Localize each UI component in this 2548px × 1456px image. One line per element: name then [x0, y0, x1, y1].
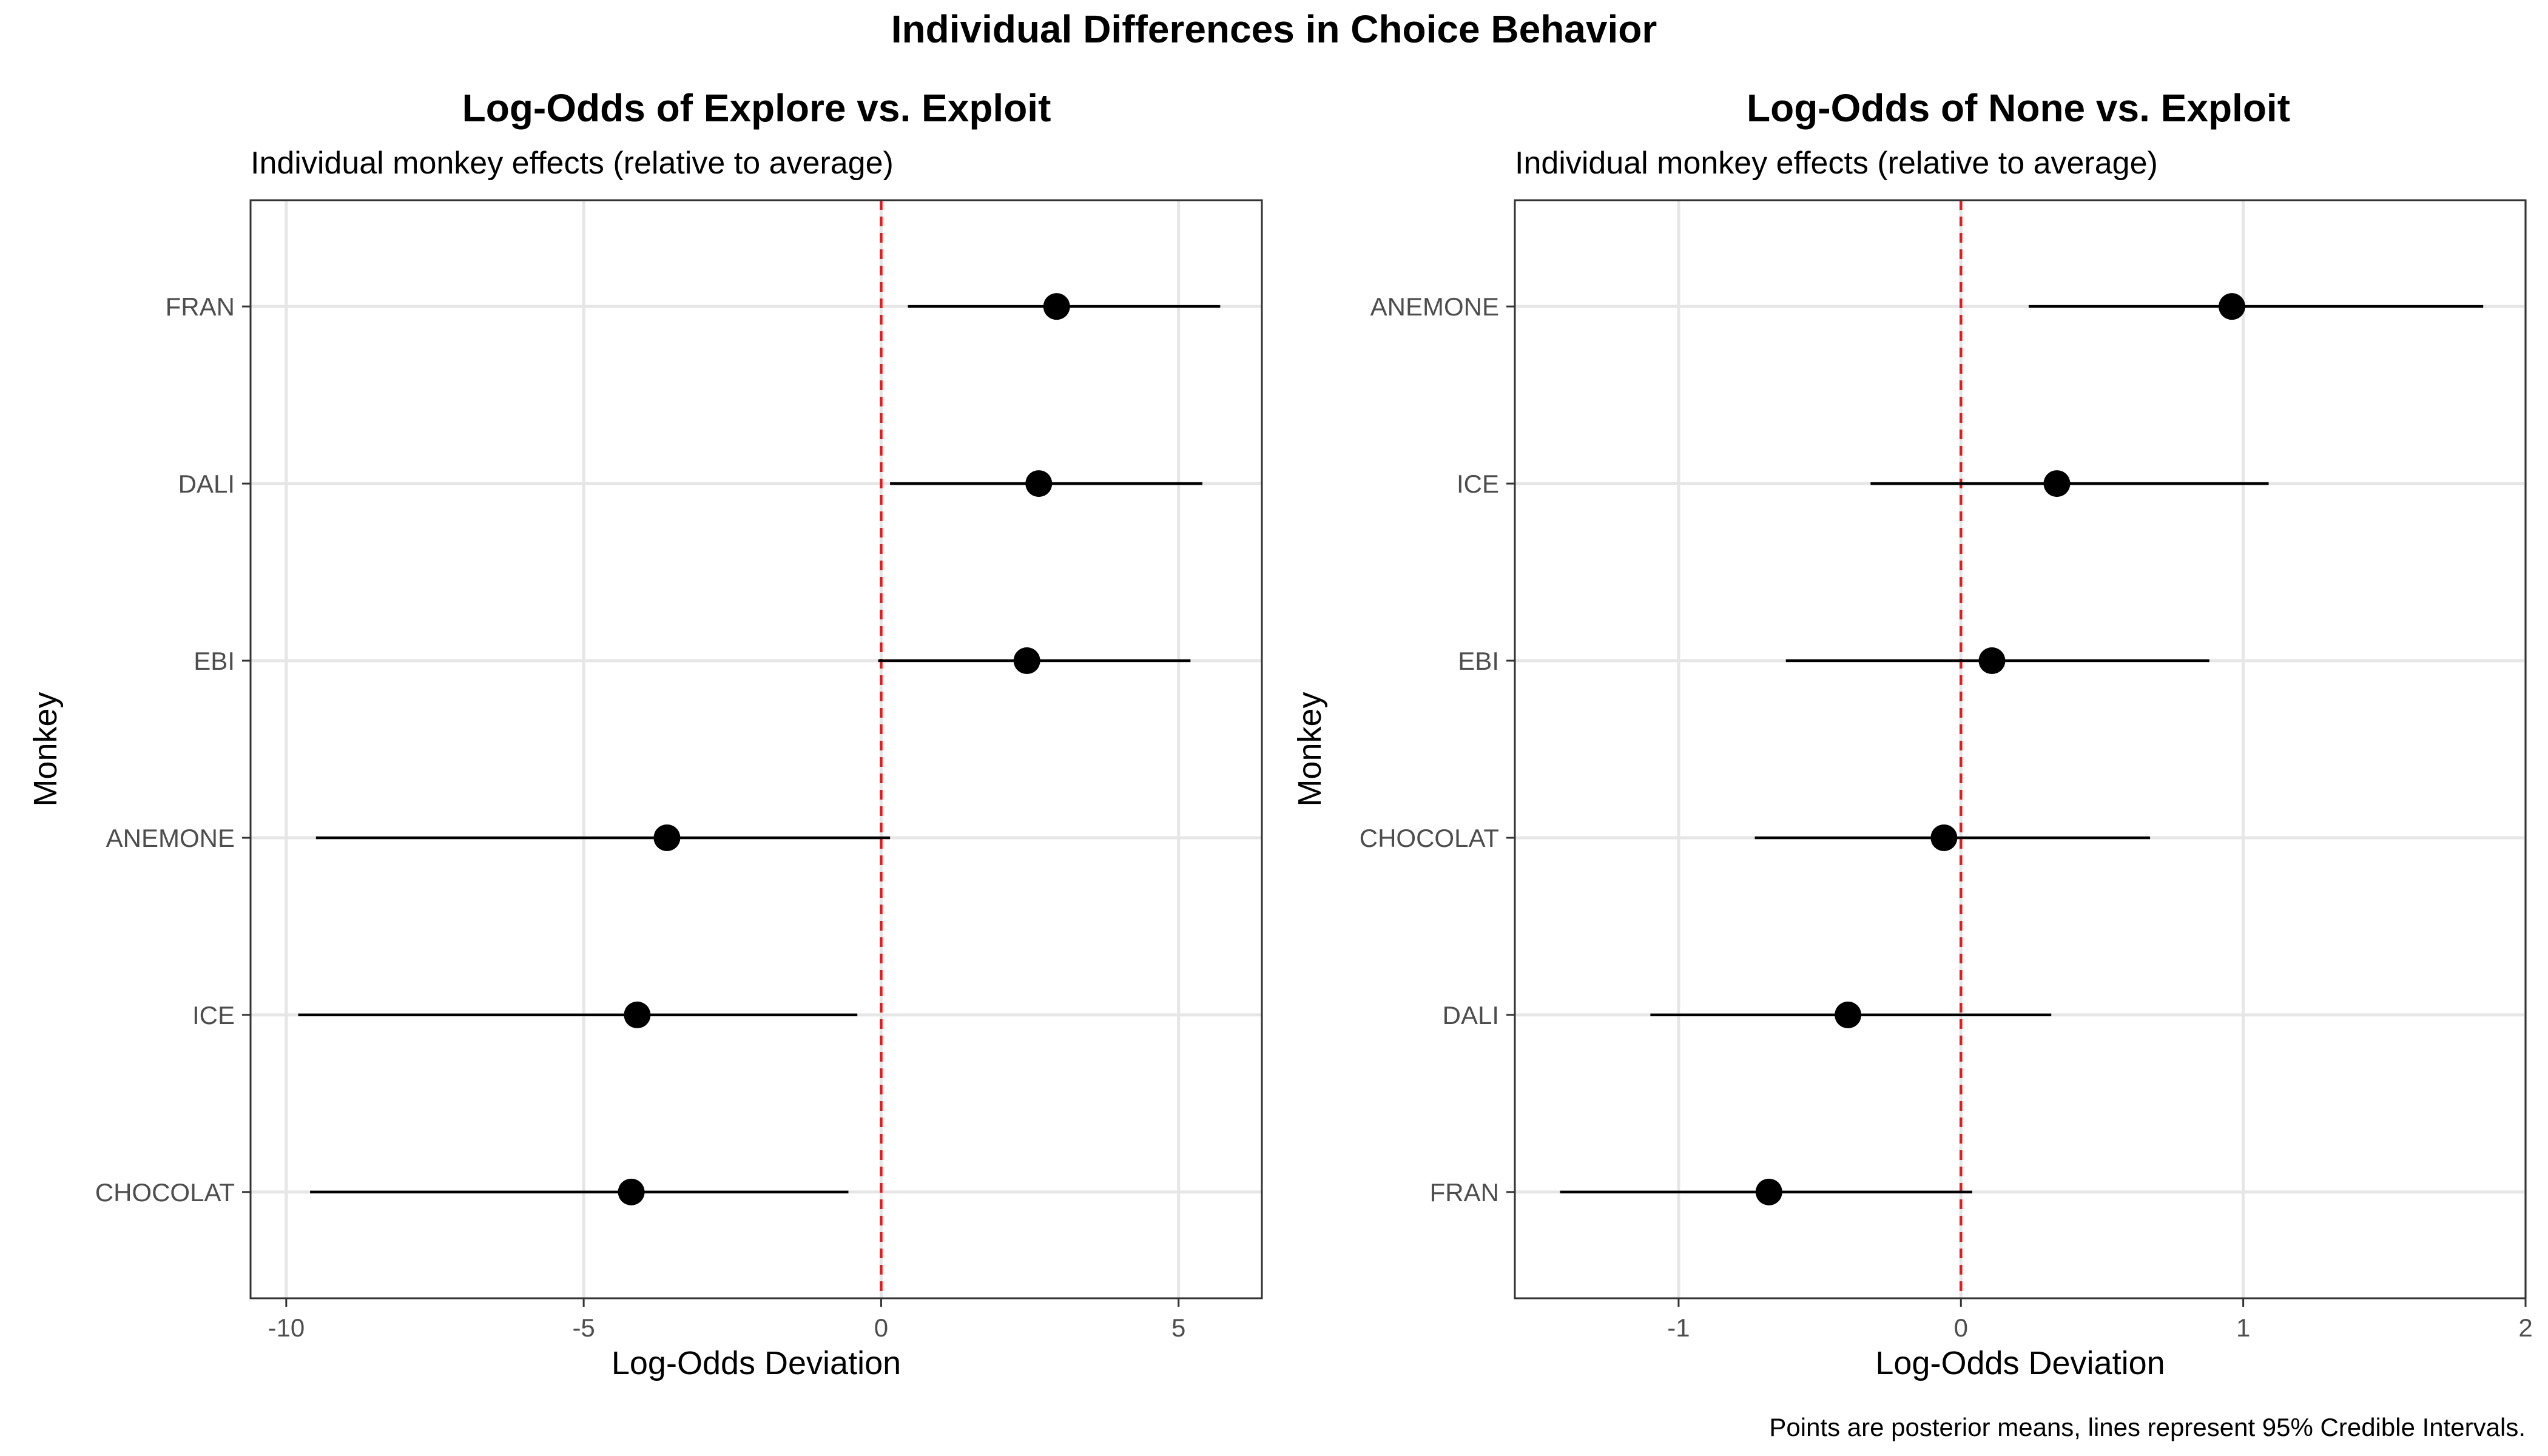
posterior-mean-point	[1978, 647, 2006, 675]
x-tick-label: -5	[572, 1313, 595, 1342]
x-tick-label: 0	[874, 1313, 888, 1342]
none-vs-exploit-panel: Log-Odds of None vs. Exploit Individual m…	[1292, 86, 2533, 1381]
y-tick-label: FRAN	[1430, 1178, 1499, 1207]
posterior-mean-point	[653, 824, 681, 851]
posterior-mean-point	[618, 1178, 645, 1205]
posterior-mean-point	[1013, 647, 1040, 675]
posterior-mean-point	[1043, 293, 1070, 320]
y-tick-label: ICE	[1457, 470, 1499, 498]
y-tick-label: DALI	[178, 470, 235, 498]
y-tick-label: EBI	[1458, 647, 1499, 675]
y-tick-label: FRAN	[166, 292, 235, 321]
y-tick-label: CHOCOLAT	[1360, 824, 1499, 852]
y-tick-label: ICE	[192, 1001, 235, 1030]
panel-subtitle: Individual monkey effects (relative to a…	[251, 146, 894, 181]
posterior-mean-point	[1835, 1001, 1862, 1028]
panel-subtitle: Individual monkey effects (relative to a…	[1515, 146, 2158, 181]
panel-title: Log-Odds of None vs. Exploit	[1747, 86, 2290, 130]
panel-border	[1514, 199, 2527, 1299]
posterior-mean-point	[1755, 1178, 1782, 1205]
x-tick-label: -1	[1667, 1313, 1690, 1342]
explore-vs-exploit-panel: Log-Odds of Explore vs. Exploit Individua…	[27, 86, 1263, 1381]
x-tick-label: -10	[268, 1313, 305, 1342]
panel-title: Log-Odds of Explore vs. Exploit	[462, 86, 1051, 130]
y-tick-label: ANEMONE	[1370, 292, 1499, 321]
y-axis-label: Monkey	[27, 692, 64, 806]
y-tick-label: CHOCOLAT	[95, 1178, 235, 1207]
y-tick-label: ANEMONE	[106, 824, 235, 852]
x-tick-label: 2	[2518, 1313, 2532, 1342]
panel-border	[249, 199, 1263, 1299]
figure-caption: Points are posterior means, lines repres…	[1769, 1413, 2526, 1441]
x-tick-label: 0	[1954, 1313, 1968, 1342]
x-tick-label: 5	[1171, 1313, 1185, 1342]
posterior-mean-point	[1930, 824, 1958, 851]
y-axis-label: Monkey	[1292, 692, 1328, 806]
posterior-mean-point	[2043, 470, 2071, 497]
posterior-mean-point	[2219, 293, 2246, 320]
y-tick-label: DALI	[1443, 1001, 1499, 1030]
posterior-mean-point	[624, 1001, 651, 1028]
posterior-mean-point	[1025, 470, 1053, 497]
x-axis-label: Log-Odds Deviation	[612, 1345, 901, 1381]
x-tick-label: 1	[2236, 1313, 2250, 1342]
x-axis-label: Log-Odds Deviation	[1875, 1345, 2165, 1381]
figure-title: Individual Differences in Choice Behavio…	[891, 7, 1657, 51]
y-tick-label: EBI	[194, 647, 235, 675]
